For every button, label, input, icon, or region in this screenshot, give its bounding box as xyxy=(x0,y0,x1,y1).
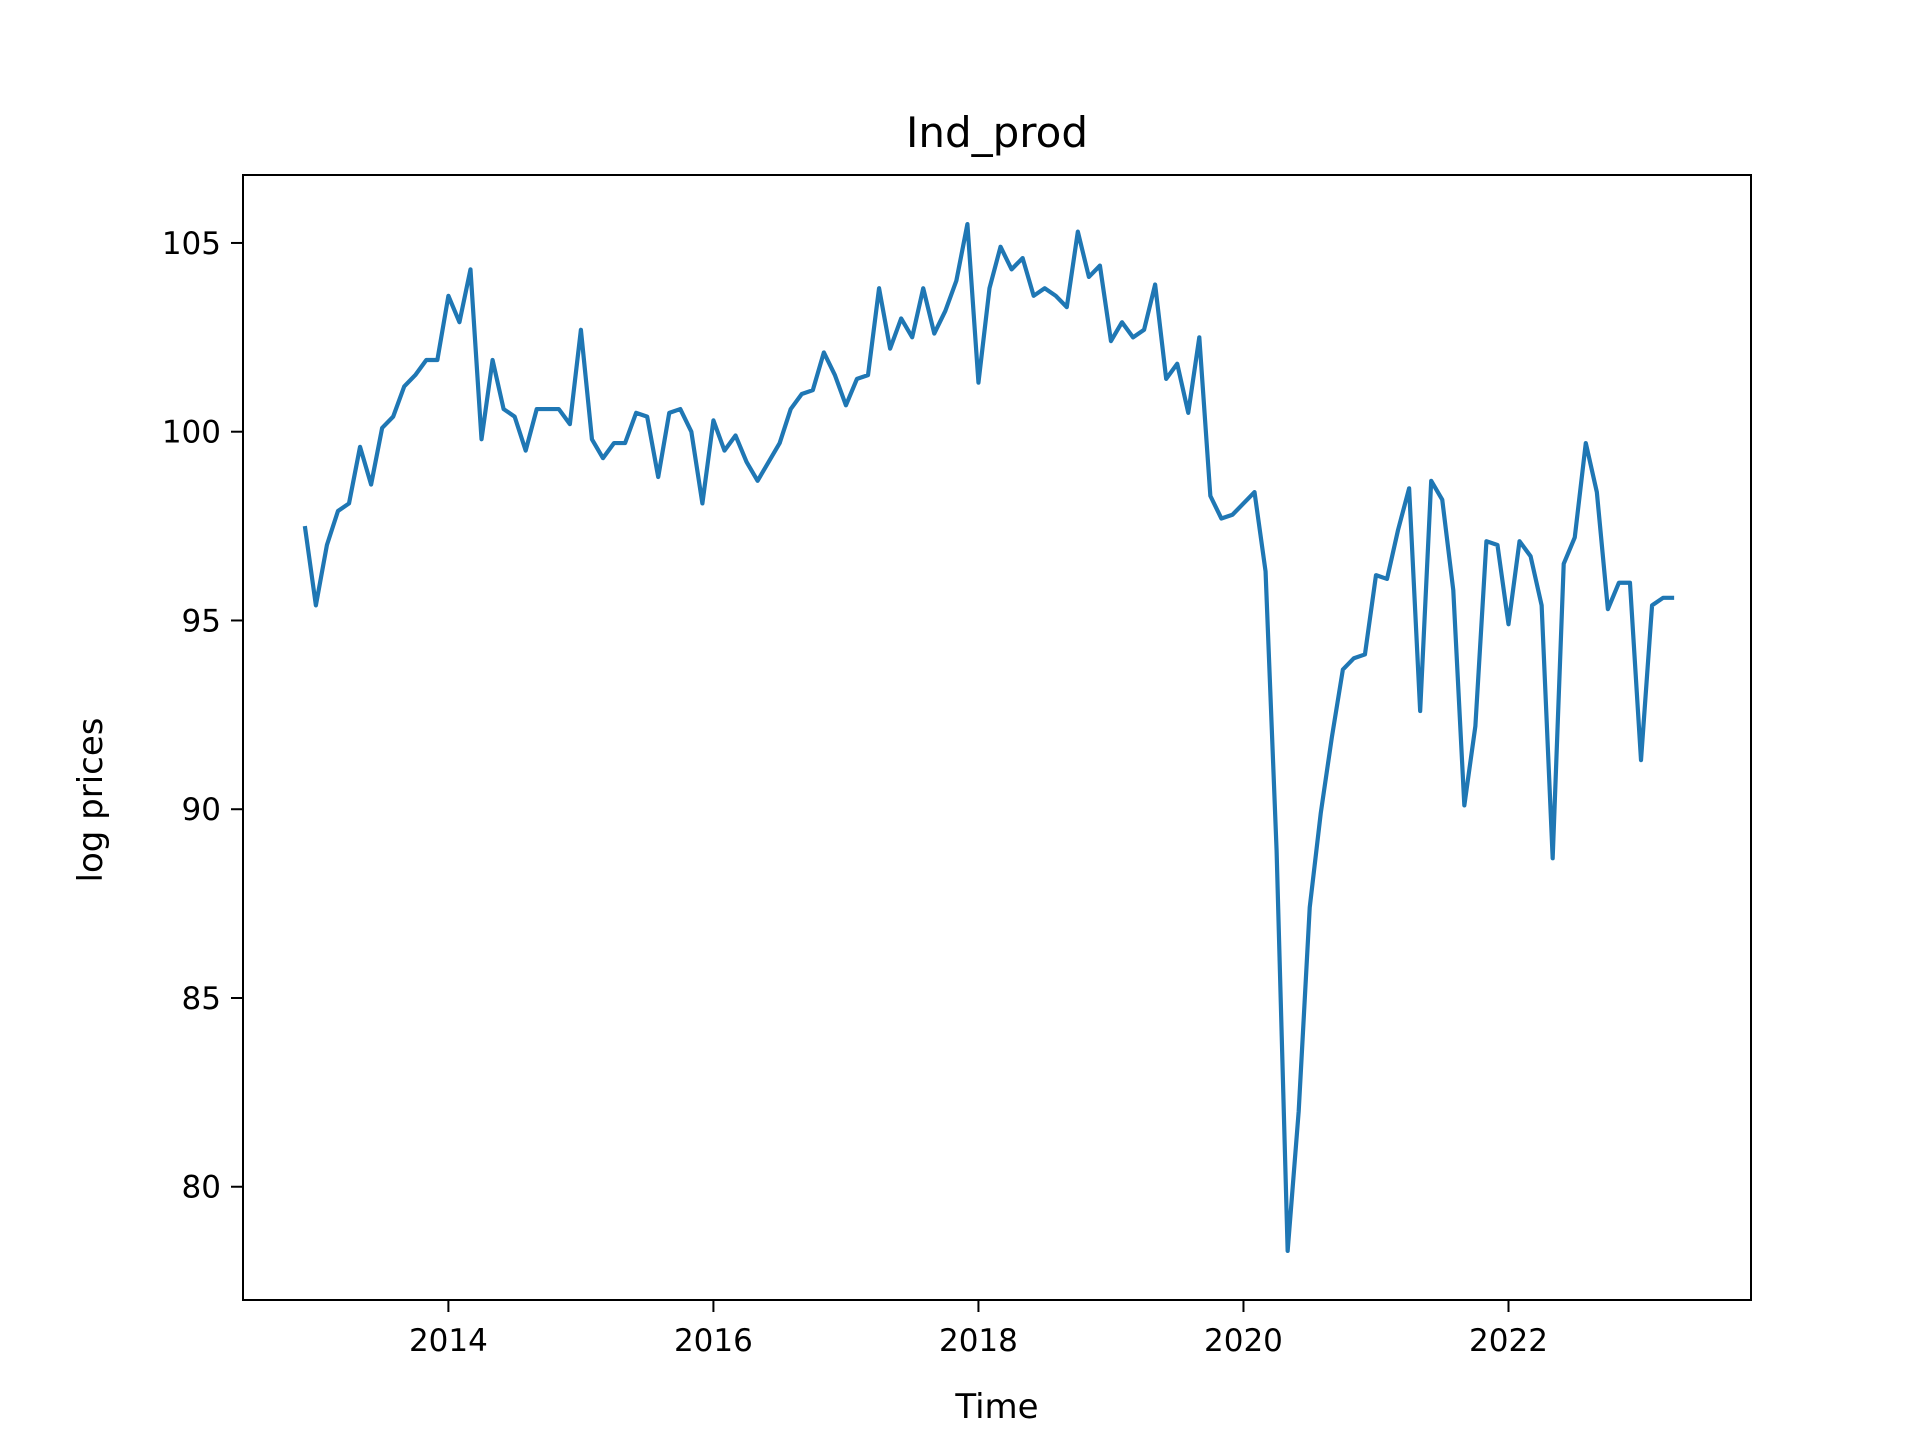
x-tick-label: 2020 xyxy=(1204,1323,1283,1359)
x-axis-label: Time xyxy=(954,1387,1038,1427)
y-tick-label: 85 xyxy=(182,981,221,1017)
series-line-0 xyxy=(302,221,1675,1254)
y-axis-label: log prices xyxy=(71,718,111,883)
chart-title: Ind_prod xyxy=(906,108,1088,157)
x-tick-label: 2018 xyxy=(939,1323,1018,1359)
x-tick-label: 2016 xyxy=(674,1323,753,1359)
x-tick-label: 2014 xyxy=(409,1323,488,1359)
y-axis: 80 85 90 95 100 105 xyxy=(162,226,243,1206)
x-tick-label: 2022 xyxy=(1469,1323,1548,1359)
y-tick-label: 95 xyxy=(182,603,221,639)
x-axis: 2014 2016 2018 2020 2022 xyxy=(409,1300,1548,1359)
plot-frame xyxy=(242,174,1752,1301)
y-tick-label: 90 xyxy=(182,792,221,828)
y-tick-label: 100 xyxy=(162,415,221,451)
series-layer xyxy=(302,221,1675,1254)
y-tick-label: 105 xyxy=(162,226,221,262)
y-tick-label: 80 xyxy=(182,1170,221,1206)
